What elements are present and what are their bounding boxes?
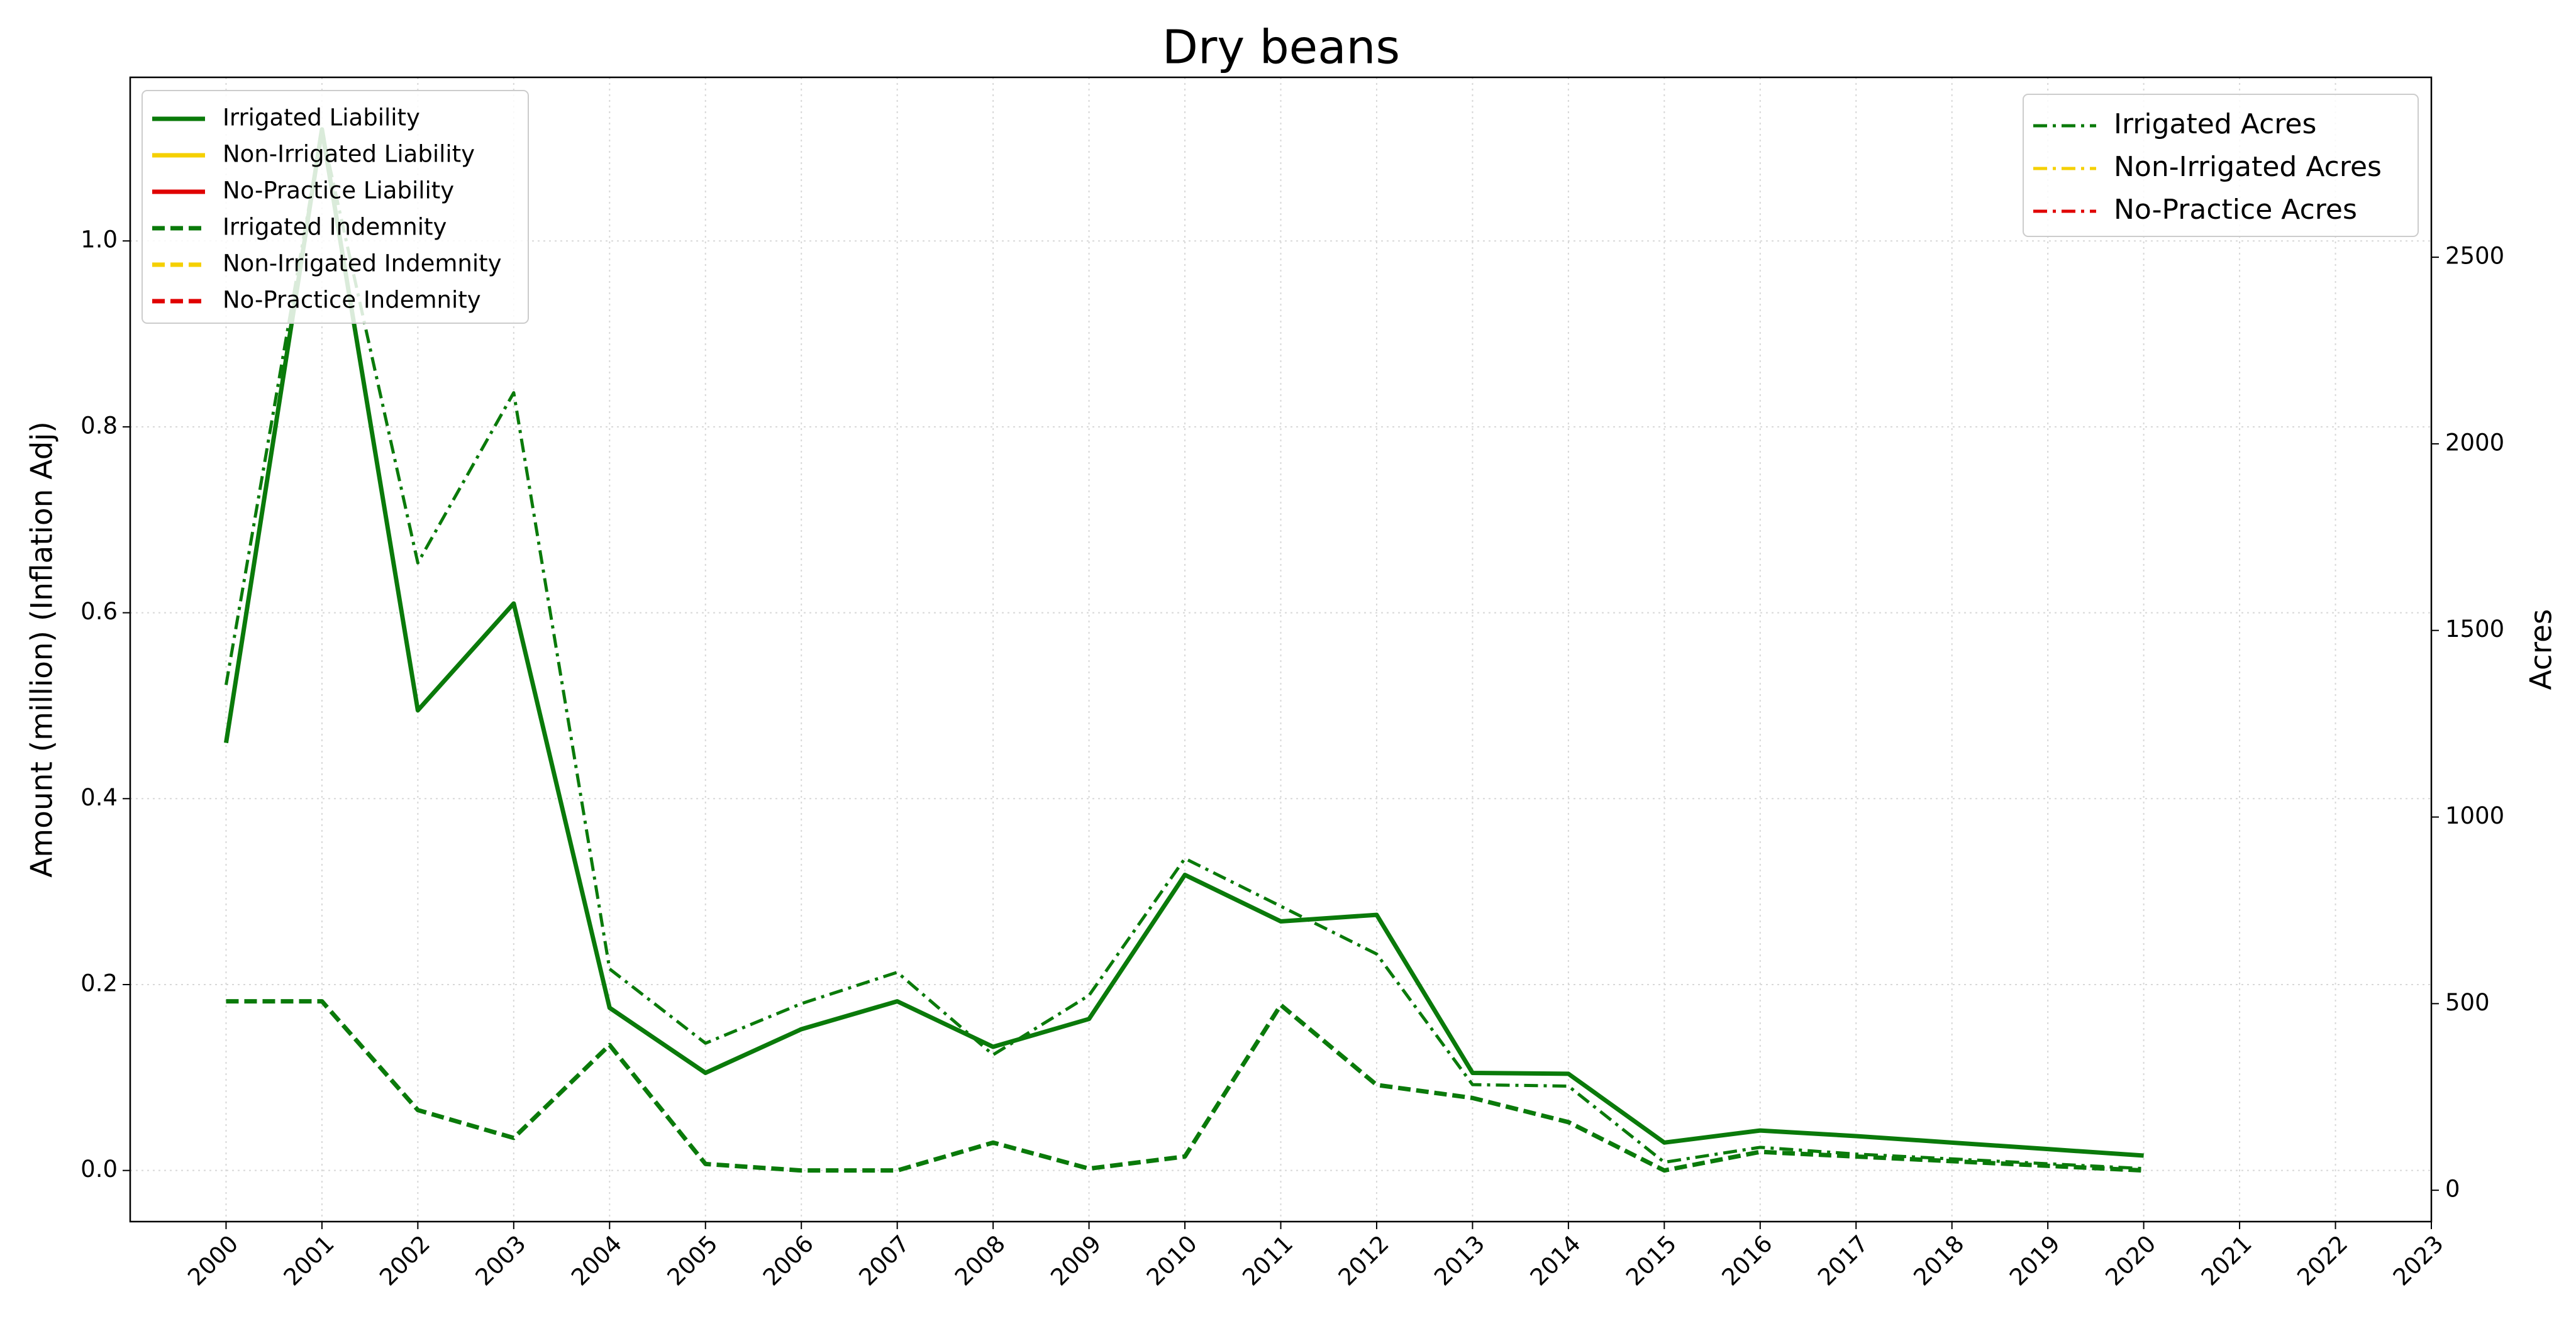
legend-label: No-Practice Liability bbox=[223, 177, 454, 204]
y-tick-label: 1.0 bbox=[80, 226, 118, 253]
y-tick-label: 0.0 bbox=[80, 1156, 118, 1183]
series-line bbox=[224, 130, 2144, 1171]
legend-label: No-Practice Indemnity bbox=[223, 287, 481, 314]
x-tick-label: 2007 bbox=[853, 1230, 914, 1291]
x-tick-label: 2006 bbox=[758, 1230, 819, 1291]
x-tick-label: 2002 bbox=[374, 1230, 435, 1291]
x-tick-label: 2012 bbox=[1333, 1230, 1394, 1291]
x-tick-label: 2013 bbox=[1429, 1230, 1490, 1291]
legend-box bbox=[142, 90, 529, 324]
y2-tick-label: 1500 bbox=[2445, 616, 2504, 643]
x-tick-label: 2003 bbox=[470, 1230, 531, 1291]
x-tick-label: 2020 bbox=[2100, 1230, 2161, 1291]
series-line bbox=[223, 127, 2144, 1158]
x-tick-label: 2008 bbox=[950, 1230, 1011, 1291]
y2-tick-label: 0 bbox=[2445, 1176, 2460, 1203]
x-tick-label: 2017 bbox=[1813, 1230, 1874, 1291]
y2-axis-label: Acres bbox=[2524, 609, 2559, 690]
legend-label: Irrigated Acres bbox=[2114, 108, 2316, 140]
legend-label: Irrigated Indemnity bbox=[223, 214, 447, 241]
x-tick-label: 2021 bbox=[2196, 1230, 2257, 1291]
legend-label: Non-Irrigated Liability bbox=[223, 141, 475, 168]
x-tick-label: 2004 bbox=[566, 1230, 627, 1291]
x-tick-label: 2011 bbox=[1237, 1230, 1298, 1291]
y-tick-label: 0.8 bbox=[80, 412, 118, 439]
y-tick-label: 0.6 bbox=[80, 598, 118, 625]
y2-tick-label: 1000 bbox=[2445, 802, 2504, 829]
y-tick-label: 0.2 bbox=[80, 969, 118, 997]
x-tick-label: 2015 bbox=[1621, 1230, 1682, 1291]
y2-tick-label: 2000 bbox=[2445, 429, 2504, 456]
x-tick-label: 2005 bbox=[662, 1230, 723, 1291]
x-tick-label: 2016 bbox=[1717, 1230, 1778, 1291]
legend-label: Non-Irrigated Indemnity bbox=[223, 250, 502, 277]
series-line bbox=[226, 999, 2144, 1173]
y-axis-label: Amount (million) (Inflation Adj) bbox=[25, 421, 60, 878]
x-tick-label: 2023 bbox=[2388, 1230, 2449, 1291]
legend-label: Non-Irrigated Acres bbox=[2114, 151, 2382, 183]
x-tick-label: 2018 bbox=[1909, 1230, 1970, 1291]
y2-tick-label: 500 bbox=[2445, 989, 2490, 1016]
x-tick-label: 2000 bbox=[182, 1230, 243, 1291]
x-tick-label: 2009 bbox=[1045, 1230, 1106, 1291]
legend: Irrigated Liability Non-Irrigated Liabili… bbox=[142, 90, 529, 324]
legend-box bbox=[2023, 94, 2419, 237]
y-tick-label: 0.4 bbox=[80, 784, 118, 811]
x-tick-label: 2010 bbox=[1141, 1230, 1202, 1291]
legend-label: Irrigated Liability bbox=[223, 104, 420, 131]
legend: Irrigated Acres Non-Irrigated Acres No-Pra… bbox=[2023, 94, 2419, 237]
x-tick-label: 2001 bbox=[279, 1230, 340, 1291]
plot-frame bbox=[129, 76, 2433, 1223]
x-tick-label: 2014 bbox=[1525, 1230, 1586, 1291]
x-tick-label: 2019 bbox=[2004, 1230, 2065, 1291]
chart-title: Dry beans bbox=[1162, 21, 1400, 75]
legend-label: No-Practice Acres bbox=[2114, 194, 2357, 226]
x-tick-label: 2022 bbox=[2292, 1230, 2353, 1291]
y2-tick-label: 2500 bbox=[2445, 243, 2504, 270]
